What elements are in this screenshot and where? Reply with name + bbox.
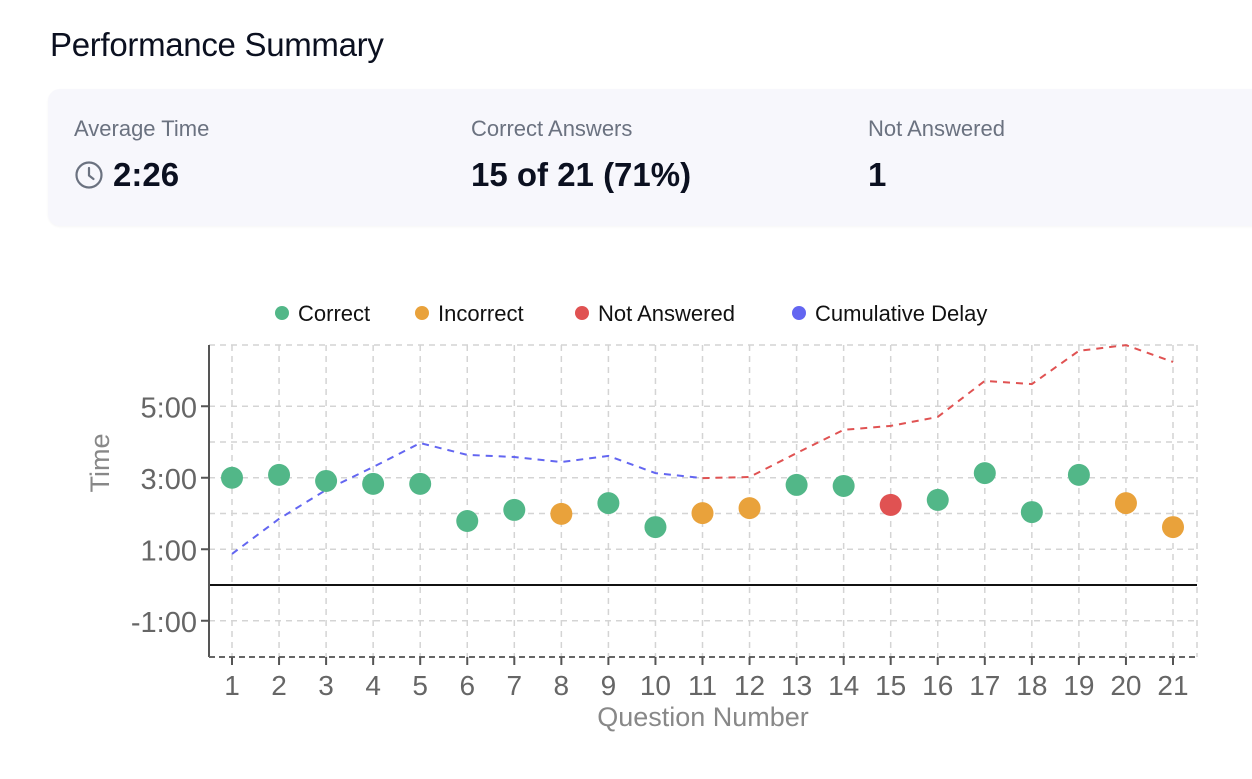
legend-dot-icon: [792, 306, 806, 320]
stat-correct-answers: Correct Answers 15 of 21 (71%): [471, 115, 691, 193]
x-tick-label: 12: [734, 670, 765, 701]
answer-point-correct: [221, 466, 243, 489]
answer-point-correct: [597, 492, 620, 515]
chart-legend: Correct Incorrect Not Answered Cumulative D…: [275, 301, 987, 326]
legend-dot-icon: [275, 306, 289, 320]
correct-answers-value: 15 of 21 (71%): [471, 156, 692, 193]
x-tick-label: 1: [224, 670, 240, 701]
stat-label: Correct Answers: [471, 116, 633, 141]
y-tick-label: 1:00: [141, 535, 197, 567]
answer-points: [221, 462, 1184, 539]
answer-point-correct: [456, 510, 479, 533]
legend-dot-icon: [415, 306, 429, 320]
legend-dot-icon: [575, 306, 589, 320]
x-tick-label: 7: [507, 670, 523, 701]
x-tick-label: 21: [1157, 670, 1188, 701]
average-time-value: 2:26: [113, 156, 180, 193]
answer-point-correct: [409, 472, 432, 495]
performance-chart: Correct Incorrect Not Answered Cumulative D…: [0, 280, 1252, 774]
stats-card: Average Time 2:26 Correct Answers 15 of …: [48, 89, 1252, 226]
answer-point-correct: [1020, 501, 1043, 524]
x-tick-label: 2: [271, 670, 287, 701]
answer-point-correct: [315, 469, 338, 492]
x-tick-label: 15: [875, 670, 906, 701]
answer-point-incorrect: [738, 497, 761, 520]
x-axis-label: Question Number: [597, 702, 809, 732]
answer-point-not_answered: [879, 493, 902, 516]
stat-average-time: Average Time 2:26: [74, 115, 209, 193]
x-tick-label: 14: [828, 670, 859, 701]
x-tick-label: 19: [1063, 670, 1094, 701]
x-tick-label: 18: [1016, 670, 1047, 701]
answer-point-incorrect: [1162, 516, 1184, 539]
answer-point-incorrect: [691, 502, 714, 525]
answer-point-correct: [832, 474, 855, 497]
y-tick-label: -1:00: [131, 607, 197, 639]
stat-label: Average Time: [74, 116, 210, 141]
answer-point-incorrect: [1114, 492, 1137, 515]
x-tick-label: 11: [688, 670, 717, 701]
x-tick-label: 20: [1110, 670, 1141, 701]
stat-value: 2:26: [74, 157, 209, 193]
clock-icon: [74, 160, 104, 190]
y-tick-label: 5:00: [141, 392, 197, 424]
stat-not-answered: Not Answered 1: [868, 115, 1005, 193]
x-tick-label: 6: [459, 670, 475, 701]
not-answered-value: 1: [868, 156, 887, 193]
x-tick-label: 5: [412, 670, 428, 701]
answer-point-incorrect: [550, 502, 573, 525]
answer-point-correct: [362, 472, 385, 495]
x-tick-label: 3: [318, 670, 334, 701]
page-title: Performance Summary: [50, 26, 384, 63]
answer-point-correct: [268, 463, 291, 486]
x-tick-label: 17: [969, 670, 1000, 701]
cumulative-delay-line: [231, 344, 1174, 555]
x-tick-label: 16: [922, 670, 953, 701]
cumulative-delay-line-over: [702, 344, 1174, 480]
legend-label: Incorrect: [438, 301, 524, 326]
legend-label: Correct: [298, 301, 370, 326]
answer-point-correct: [644, 516, 667, 539]
y-axis-label: Time: [85, 434, 115, 493]
legend-label: Cumulative Delay: [815, 301, 987, 326]
legend-label: Not Answered: [598, 301, 735, 326]
x-tick-label: 9: [601, 670, 617, 701]
x-tick-label: 4: [365, 670, 381, 701]
x-tick-label: 13: [781, 670, 812, 701]
answer-point-correct: [926, 488, 949, 511]
x-tick-label: 8: [554, 670, 570, 701]
chart-svg: Correct Incorrect Not Answered Cumulative D…: [85, 301, 1198, 732]
chart-grid: [209, 344, 1198, 657]
answer-point-correct: [503, 498, 526, 521]
answer-point-correct: [973, 462, 996, 485]
y-tick-label: 3:00: [141, 464, 197, 496]
x-tick-label: 10: [640, 670, 671, 701]
stat-label: Not Answered: [868, 116, 1005, 141]
answer-point-correct: [1067, 463, 1090, 486]
answer-point-correct: [785, 473, 808, 496]
cumulative-delay-line-under: [231, 442, 703, 555]
chart-axes: 5:003:001:00-1:001 2 3 4 5 6 7 8 9 10 11 12 13 14 15 16…: [131, 345, 1197, 701]
